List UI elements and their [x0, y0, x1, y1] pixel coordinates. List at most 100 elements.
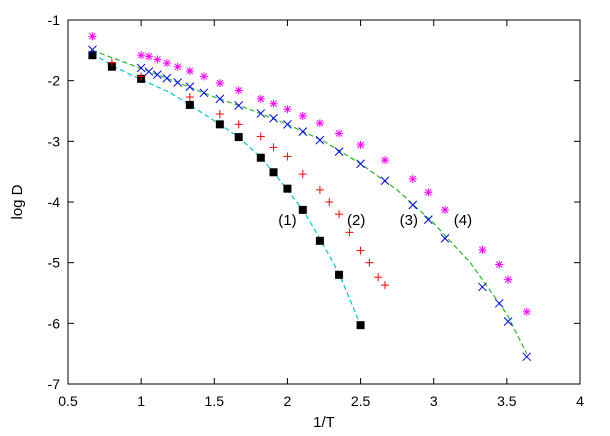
- data-point-star: [215, 79, 224, 88]
- y-tick-label: -6: [48, 315, 61, 331]
- star-b: [409, 175, 417, 183]
- data-point-star: [440, 205, 449, 214]
- x-b: [173, 78, 183, 87]
- star-b: [381, 156, 389, 164]
- data-point-star: [478, 245, 487, 254]
- x-b: [88, 45, 97, 55]
- data-point-star: [504, 275, 513, 284]
- star-b: [154, 56, 161, 63]
- data-point-x: [215, 94, 225, 104]
- data-point-star: [283, 105, 292, 114]
- data-point-filled-square: [107, 62, 116, 71]
- data-point-star: [173, 62, 182, 71]
- x-b: [380, 176, 390, 186]
- square-mark: [88, 51, 97, 60]
- star-b: [441, 206, 449, 214]
- data-point-x: [423, 215, 433, 224]
- data-point-star: [315, 119, 324, 128]
- data-point-star: [522, 307, 531, 316]
- data-point-star: [256, 94, 265, 103]
- x-b: [408, 200, 418, 210]
- data-point-x: [315, 135, 325, 145]
- x-tick-label: 3: [430, 393, 438, 409]
- x-axis-title: 1/T: [313, 414, 335, 431]
- data-point-x: [478, 282, 487, 292]
- x-tick-label: 2: [284, 393, 292, 409]
- data-point-filled-square: [185, 100, 194, 109]
- data-point-star: [144, 52, 153, 61]
- data-point-x: [522, 352, 532, 362]
- data-point-filled-square: [215, 120, 224, 129]
- y-tick-label: -7: [48, 376, 61, 392]
- star-b: [163, 59, 171, 67]
- x-tick-label: 0.5: [58, 393, 78, 409]
- data-point-star: [298, 111, 307, 120]
- y-tick-label: -4: [48, 194, 61, 210]
- data-point-plus: [107, 58, 116, 67]
- square-mark: [335, 270, 344, 279]
- x-b: [256, 109, 266, 118]
- x-b: [315, 135, 325, 145]
- square-mark: [256, 153, 265, 162]
- star-b: [137, 51, 145, 59]
- curve-label: (2): [347, 212, 365, 229]
- data-point-plus: [185, 93, 194, 102]
- data-point-x: [298, 127, 308, 136]
- x-b: [503, 317, 513, 326]
- square-mark: [315, 236, 324, 245]
- data-point-filled-square: [88, 51, 97, 60]
- fit-line: [92, 52, 362, 326]
- data-point-x: [440, 234, 450, 243]
- fit-lines: [92, 49, 528, 354]
- data-point-plus: [137, 72, 146, 81]
- data-point-x: [173, 78, 183, 87]
- data-point-plus: [356, 246, 365, 255]
- plot-frame: [67, 19, 581, 385]
- data-point-star: [137, 51, 146, 60]
- x-tick-label: 3.5: [497, 393, 517, 409]
- y-axis-title: log D: [9, 184, 26, 219]
- data-point-x: [283, 119, 292, 129]
- data-point-plus: [365, 258, 374, 267]
- data-point-star: [88, 32, 97, 41]
- data-point-plus: [315, 185, 324, 194]
- x-b: [334, 147, 344, 157]
- x-b: [162, 73, 172, 83]
- star-b: [174, 63, 182, 71]
- x-b: [199, 88, 209, 98]
- data-point-x: [269, 113, 278, 123]
- data-point-plus: [325, 198, 334, 206]
- x-b: [356, 159, 365, 169]
- data-point-x: [88, 45, 97, 55]
- data-point-x: [185, 82, 195, 92]
- data-point-star: [335, 129, 344, 138]
- star-b: [316, 119, 324, 127]
- x-b: [144, 67, 154, 76]
- data-point-plus: [256, 132, 265, 141]
- x-tick-label: 1.5: [205, 393, 225, 409]
- y-tick-label: -1: [48, 12, 61, 28]
- data-point-filled-square: [269, 168, 278, 177]
- star-b: [284, 105, 291, 113]
- square-mark: [185, 100, 194, 109]
- data-point-x: [199, 88, 209, 98]
- y-tick-label: -5: [48, 255, 61, 271]
- star-b: [200, 73, 208, 80]
- square-mark: [356, 321, 365, 330]
- data-markers: [88, 32, 532, 362]
- y-tick-label: -2: [48, 73, 61, 89]
- square-mark: [234, 133, 243, 142]
- star-b: [235, 87, 243, 94]
- star-b: [186, 67, 194, 75]
- star-b: [523, 308, 531, 316]
- data-point-star: [408, 174, 417, 183]
- data-point-plus: [269, 143, 278, 152]
- square-mark: [269, 168, 278, 177]
- data-point-star: [424, 188, 433, 197]
- annotations: (1) (2) (3) (4): [278, 212, 472, 229]
- data-point-filled-square: [256, 153, 265, 162]
- data-point-filled-square: [356, 321, 365, 330]
- data-point-star: [356, 140, 365, 149]
- data-point-star: [234, 86, 243, 95]
